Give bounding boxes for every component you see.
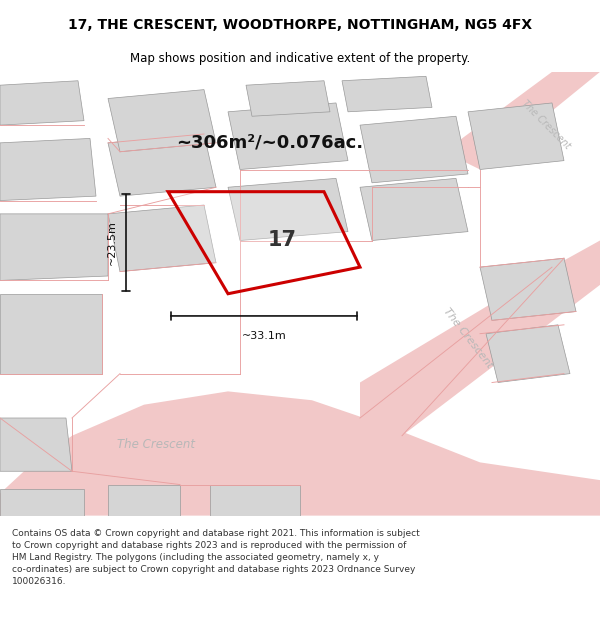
Polygon shape	[108, 205, 216, 271]
Text: ~33.1m: ~33.1m	[242, 331, 286, 341]
Polygon shape	[228, 178, 348, 241]
Polygon shape	[0, 489, 84, 516]
Text: Contains OS data © Crown copyright and database right 2021. This information is : Contains OS data © Crown copyright and d…	[12, 529, 420, 586]
Text: 17, THE CRESCENT, WOODTHORPE, NOTTINGHAM, NG5 4FX: 17, THE CRESCENT, WOODTHORPE, NOTTINGHAM…	[68, 18, 532, 32]
Polygon shape	[0, 138, 96, 201]
Text: The Crescent: The Crescent	[442, 306, 494, 370]
Polygon shape	[480, 258, 576, 321]
Polygon shape	[360, 241, 600, 436]
Polygon shape	[0, 418, 72, 471]
Polygon shape	[444, 72, 600, 169]
Polygon shape	[108, 89, 216, 152]
Polygon shape	[168, 192, 360, 294]
Polygon shape	[468, 103, 564, 169]
Text: The Crescent: The Crescent	[520, 99, 572, 151]
Polygon shape	[210, 484, 300, 516]
Polygon shape	[108, 134, 216, 196]
Text: The Crescent: The Crescent	[117, 438, 195, 451]
Polygon shape	[0, 294, 102, 374]
Polygon shape	[0, 391, 600, 516]
Text: 17: 17	[268, 231, 296, 251]
Text: ~306m²/~0.076ac.: ~306m²/~0.076ac.	[176, 134, 364, 152]
Text: ~23.5m: ~23.5m	[107, 220, 117, 265]
Polygon shape	[342, 76, 432, 112]
Polygon shape	[0, 214, 108, 281]
Polygon shape	[360, 116, 468, 182]
Polygon shape	[0, 81, 84, 125]
Polygon shape	[228, 103, 348, 169]
Polygon shape	[108, 484, 180, 516]
Polygon shape	[360, 178, 468, 241]
Polygon shape	[486, 325, 570, 382]
Text: Map shows position and indicative extent of the property.: Map shows position and indicative extent…	[130, 52, 470, 65]
Polygon shape	[246, 81, 330, 116]
